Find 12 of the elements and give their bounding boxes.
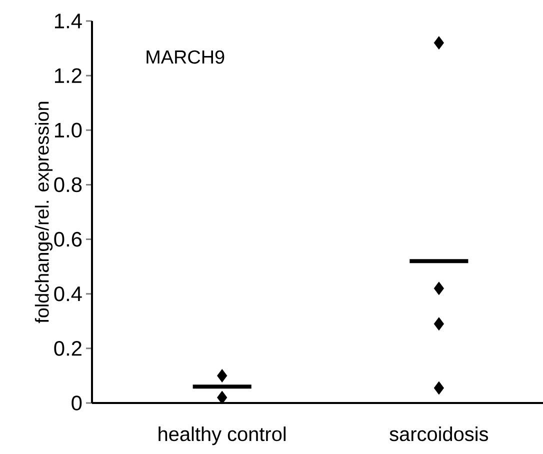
y-tick-label: 0: [72, 396, 82, 410]
y-tick-label: 1.0: [54, 122, 82, 138]
y-tick-label: 0.6: [54, 232, 82, 247]
y-tick-label: 0.8: [54, 177, 82, 192]
y-tick-label: 0.4: [54, 286, 82, 302]
text: MARCH9: [146, 50, 224, 64]
y-tick-label: 1.4: [54, 14, 82, 28]
x-tick-label: sarcoidosis: [390, 426, 488, 442]
y-axis-title: foldchange/rel. expression: [34, 102, 53, 324]
y-tick-label: 0.2: [54, 341, 82, 356]
y-tick-label: 1.2: [54, 68, 82, 83]
x-tick-label: healthy control: [158, 426, 286, 446]
